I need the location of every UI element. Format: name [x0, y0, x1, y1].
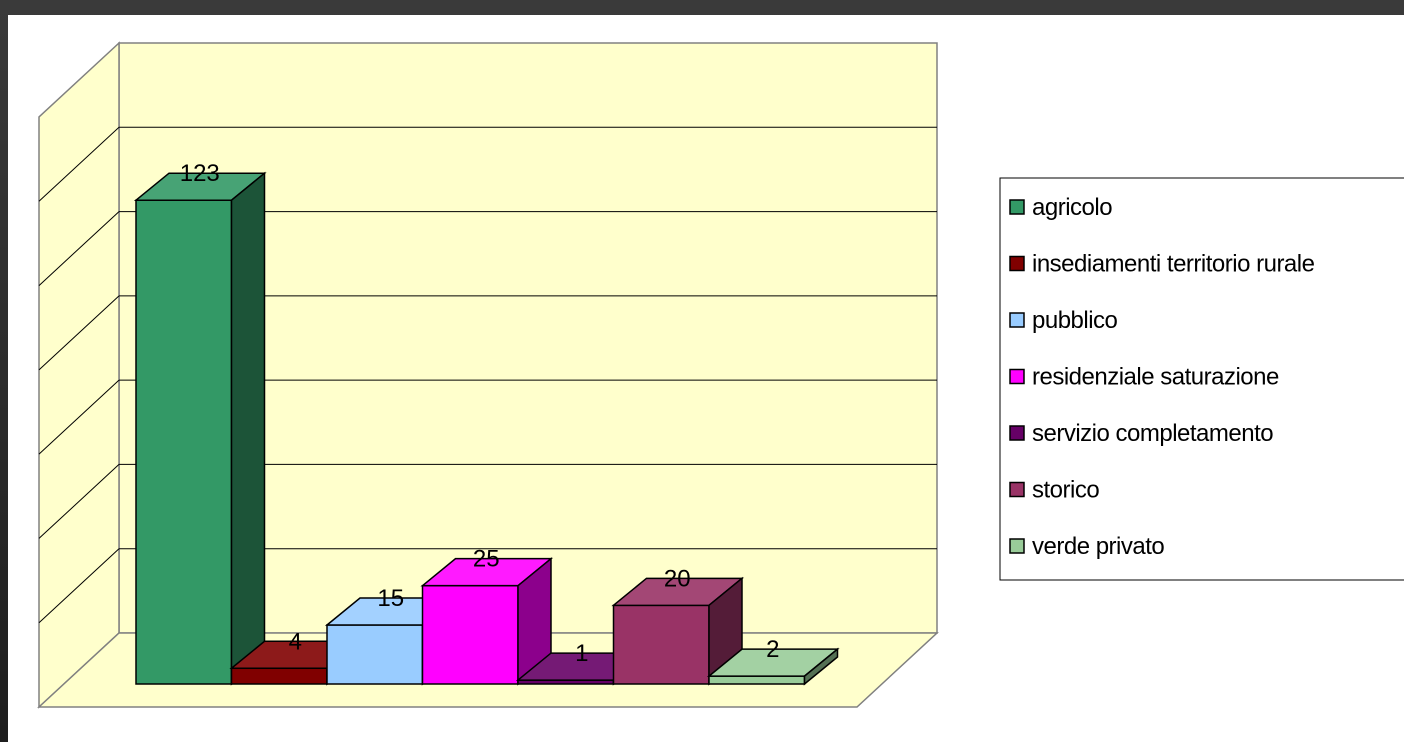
bar-4 [420, 557, 554, 686]
legend-label: storico [1032, 477, 1099, 504]
data-label: 15 [377, 585, 404, 612]
legend-label: servizio completamento [1032, 420, 1273, 447]
data-label: 1 [575, 640, 588, 667]
legend-swatch [1009, 312, 1025, 328]
data-label: 123 [180, 160, 220, 187]
legend-swatch [1009, 538, 1025, 554]
bar-front [421, 584, 519, 685]
bar-side [803, 647, 839, 686]
legend-swatch [1009, 255, 1025, 272]
legend-swatch [1009, 368, 1025, 385]
gridline-side [38, 295, 120, 371]
legend-label: insediamenti territorio rurale [1032, 251, 1315, 278]
legend-box [999, 177, 1404, 581]
data-label: 25 [473, 546, 500, 573]
gridline-side [38, 211, 120, 286]
bar-front [326, 624, 424, 685]
bar-7 [706, 647, 840, 686]
chart-canvas: 123 4 15 25 1 20 2 agricolo insediamenti territ… [8, 15, 1404, 742]
bar-front [135, 199, 233, 685]
legend-label: pubblico [1032, 307, 1118, 334]
data-label: 20 [664, 565, 691, 592]
gridline-side [38, 464, 120, 539]
gridline-side [38, 379, 120, 455]
legend-swatch [1009, 199, 1025, 215]
bar-1 [133, 171, 267, 686]
data-label: 2 [766, 636, 779, 663]
legend-swatch [1009, 481, 1025, 498]
legend-label: agricolo [1032, 194, 1112, 221]
gridline-side [38, 126, 120, 202]
side-wall [38, 41, 120, 709]
bar-front [708, 675, 806, 685]
bar-front [230, 667, 328, 685]
bar-chart-3d: 123 4 15 25 1 20 2 agricolo insediamenti territ… [37, 41, 1404, 709]
gridline-side [38, 548, 120, 624]
data-label: 4 [289, 628, 302, 655]
legend-swatch [1009, 425, 1025, 441]
legend-label: verde privato [1032, 533, 1164, 560]
bar-front [612, 604, 710, 685]
bar-side [230, 171, 266, 686]
legend-label: residenziale saturazione [1032, 364, 1279, 391]
